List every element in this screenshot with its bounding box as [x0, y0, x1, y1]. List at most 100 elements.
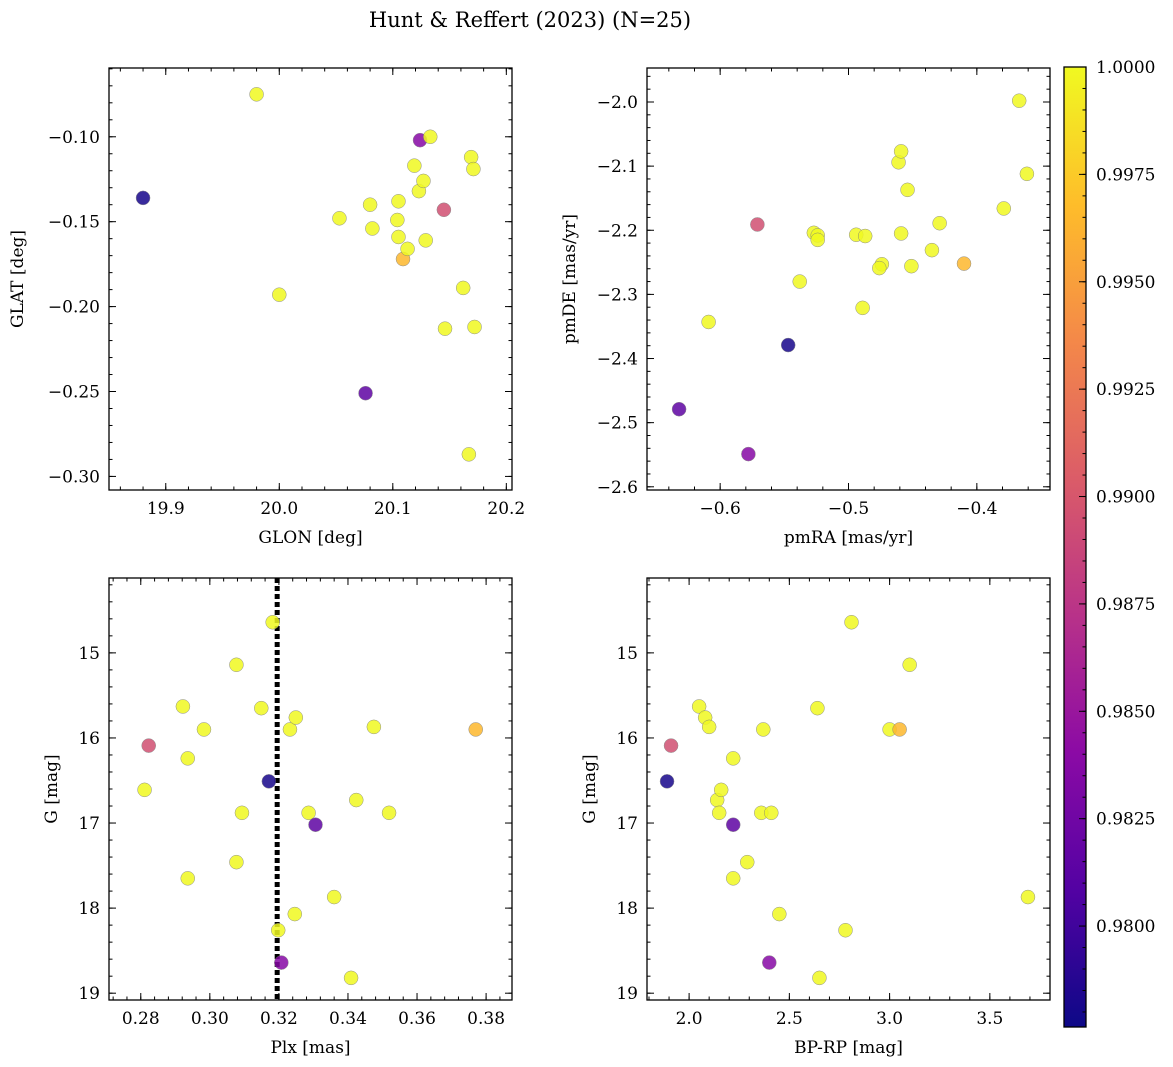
y-axis-label: G [mag]	[580, 754, 600, 823]
colorbar-tick-label: 0.9800	[1096, 917, 1155, 937]
data-point	[416, 173, 431, 189]
data-point	[288, 710, 304, 725]
data-point	[893, 144, 909, 159]
figure-title: Hunt & Reffert (2023) (N=25)	[369, 8, 691, 32]
data-point	[857, 228, 873, 244]
data-point	[436, 202, 452, 218]
x-tick-label: 0.28	[122, 1009, 160, 1029]
data-point	[135, 190, 151, 206]
y-tick-label: −0.25	[48, 383, 100, 403]
y-tick-label: −0.30	[48, 467, 100, 487]
y-tick-label: −2.2	[597, 221, 638, 241]
data-point	[461, 447, 477, 462]
y-tick-label: −2.0	[597, 93, 638, 113]
data-point	[180, 751, 195, 766]
data-point	[301, 805, 316, 821]
x-tick-label: 20.0	[260, 499, 298, 519]
data-point	[358, 385, 373, 401]
y-tick-label: −0.15	[48, 213, 100, 233]
x-tick-label: 0.34	[329, 1009, 367, 1029]
data-point	[671, 401, 687, 417]
y-tick-label: −2.4	[597, 350, 638, 370]
data-point	[893, 226, 909, 241]
y-tick-label: 15	[616, 644, 638, 664]
data-point	[739, 854, 755, 870]
data-point	[362, 197, 378, 212]
data-point	[701, 314, 716, 330]
data-point	[249, 87, 264, 102]
x-axis-label: pmRA [mas/yr]	[784, 528, 913, 548]
data-point	[343, 970, 359, 986]
y-tick-label: −0.10	[48, 128, 100, 148]
data-point	[391, 229, 406, 245]
x-tick-label: 0.30	[191, 1009, 229, 1029]
data-point	[365, 221, 380, 236]
data-point	[725, 751, 741, 766]
data-point	[812, 970, 827, 986]
data-point	[270, 922, 286, 938]
data-point	[691, 699, 707, 714]
data-point	[234, 805, 250, 821]
data-point	[725, 817, 741, 832]
data-point	[407, 158, 422, 173]
data-point	[390, 212, 405, 228]
y-axis-label: GLAT [deg]	[8, 230, 28, 328]
data-point	[463, 149, 479, 165]
x-tick-label: 20.2	[487, 499, 525, 519]
x-axis-label: GLON [deg]	[258, 528, 362, 548]
data-point	[900, 182, 915, 198]
data-point	[924, 242, 940, 258]
data-point	[141, 738, 156, 753]
data-point	[932, 215, 947, 231]
x-axis-label: Plx [mas]	[270, 1038, 350, 1058]
data-point	[741, 446, 756, 462]
data-point	[366, 719, 382, 735]
panel-glon-glat: 19.9 20.0 20.1 20.2 −0.30 −0.25 −0.20 −0.15 −0.1…	[8, 67, 525, 548]
data-point	[400, 241, 415, 257]
x-tick-label: 2.0	[676, 1009, 703, 1029]
data-point	[272, 287, 287, 302]
colorbar-tick-label: 0.9825	[1096, 810, 1155, 830]
data-point	[229, 657, 244, 673]
data-point	[701, 719, 717, 735]
colorbar-tick-label: 0.9900	[1096, 488, 1155, 508]
colorbar-tick-label: 0.9850	[1096, 702, 1155, 722]
data-point	[326, 889, 342, 905]
data-point	[764, 805, 779, 821]
panel-pmra-pmde: −0.6 −0.5 −0.4 −2.6 −2.5 −2.4 −2.3 −2.2 −2.1 −2.0…	[560, 67, 1051, 548]
data-point	[137, 782, 152, 798]
data-point	[180, 871, 195, 886]
data-point	[725, 871, 741, 886]
data-point	[261, 774, 277, 789]
y-tick-label: −2.6	[597, 478, 638, 498]
data-point	[810, 232, 825, 248]
colorbar-tick-label: 0.9975	[1096, 165, 1155, 185]
y-tick-label: 18	[616, 899, 638, 919]
data-point	[282, 722, 298, 737]
colorbar: 0.9800 0.9825 0.9850 0.9875 0.9900 0.9925 0.99…	[1063, 58, 1155, 1028]
data-point	[349, 792, 364, 808]
y-tick-label: 16	[78, 729, 100, 749]
data-point	[792, 274, 807, 289]
data-point	[467, 319, 482, 335]
data-point	[391, 194, 406, 209]
data-point	[750, 217, 765, 232]
y-tick-label: 16	[616, 729, 638, 749]
data-point	[437, 321, 453, 336]
data-point	[308, 817, 323, 832]
y-tick-label: −2.5	[597, 414, 638, 434]
colorbar-frame	[1063, 66, 1087, 1028]
data-point	[713, 782, 729, 798]
data-point	[855, 300, 870, 316]
x-tick-label: 2.5	[776, 1009, 803, 1029]
data-point	[287, 906, 303, 922]
data-point	[956, 256, 972, 271]
data-point	[381, 805, 397, 821]
axes-frame	[108, 67, 513, 491]
x-tick-label: −0.4	[956, 499, 997, 519]
data-point	[904, 258, 919, 274]
y-tick-label: 19	[616, 984, 638, 1004]
data-point	[455, 280, 471, 296]
x-tick-label: 20.1	[374, 499, 412, 519]
